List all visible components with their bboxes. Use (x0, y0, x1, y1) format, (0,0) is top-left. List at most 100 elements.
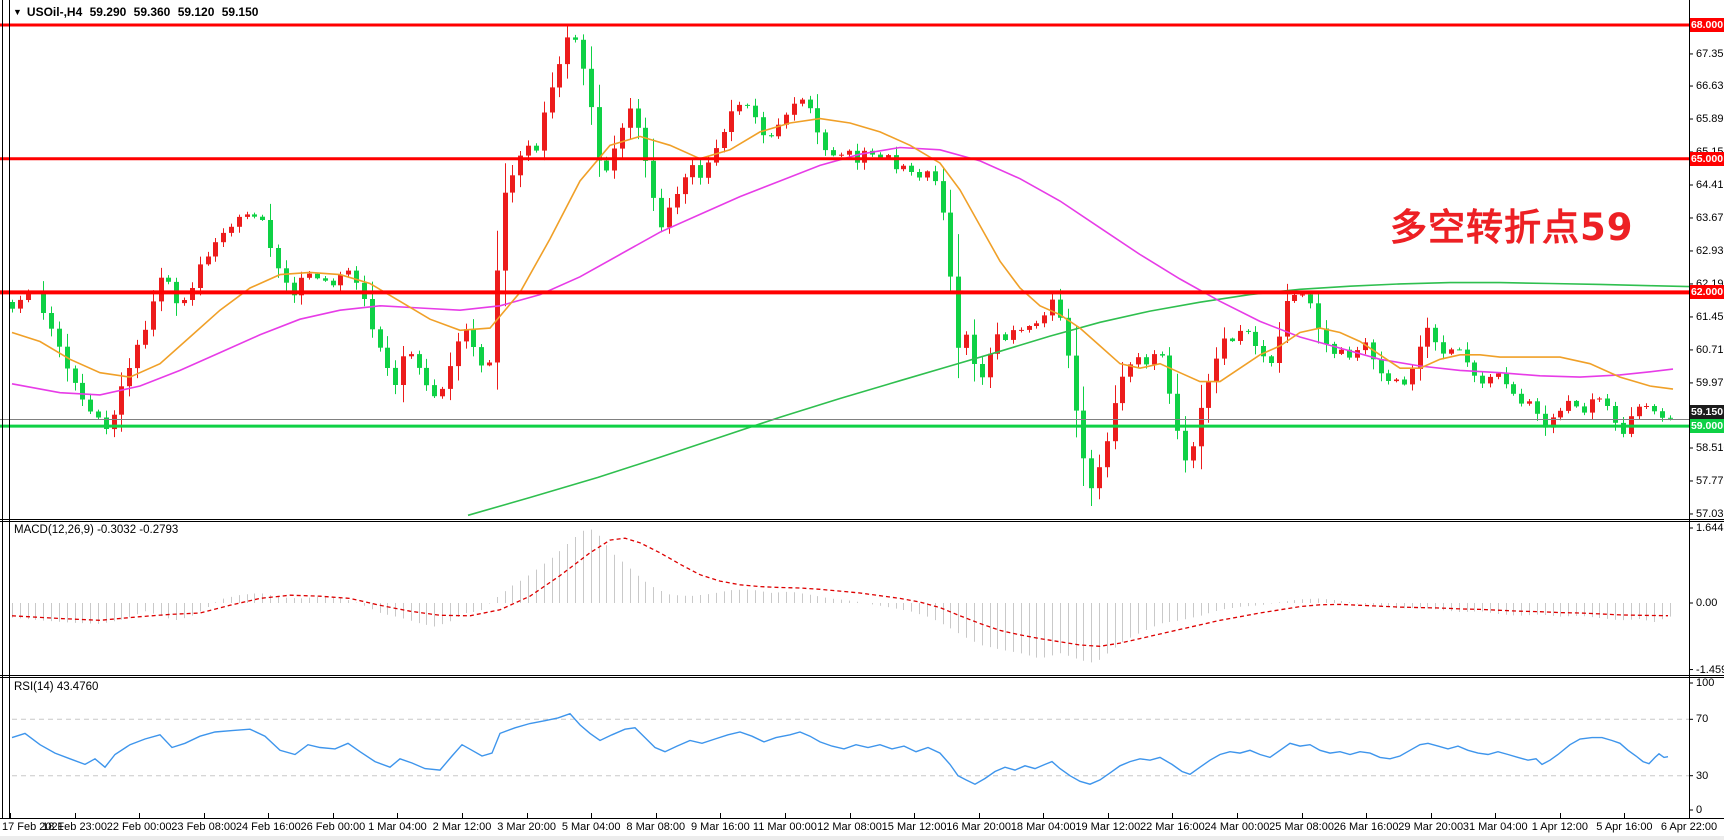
candle-body (1433, 327, 1438, 343)
candle-body (354, 270, 359, 283)
candle-body (620, 127, 625, 149)
candle-body (1292, 295, 1297, 301)
candle-body (1668, 417, 1673, 419)
chart-right-border (1689, 0, 1690, 818)
candle-body (73, 368, 78, 383)
symbol-period-label: USOil-,H4 (26, 5, 83, 19)
candle-body (1261, 346, 1266, 357)
candle-body (10, 302, 15, 309)
candle-body (1363, 342, 1368, 351)
candle-body (714, 148, 719, 163)
price-tick-label: 65.890 (1696, 113, 1724, 126)
candle-body (1637, 406, 1642, 417)
candle-body (1269, 356, 1274, 363)
panel-separator-macd-rsi[interactable] (0, 675, 1724, 678)
candle-body (104, 417, 109, 429)
date-tick-label: 12 Mar 08:00 (817, 821, 882, 833)
axis-baseline (0, 818, 1724, 819)
candle-body (573, 37, 578, 40)
candle-body (299, 277, 304, 296)
candle-body (518, 155, 523, 176)
candle-body (1472, 362, 1477, 376)
candle-body (745, 104, 750, 106)
candle-body (221, 232, 226, 243)
candle-body (886, 155, 891, 159)
candle-body (761, 117, 766, 136)
candle-body (378, 329, 383, 348)
candle-body (1136, 357, 1141, 365)
date-tick-label: 26 Feb 00:00 (300, 821, 366, 833)
candle-body (401, 356, 406, 385)
candle-body (1527, 401, 1532, 404)
candle-body (307, 273, 312, 278)
rsi-tick-label: 100 (1696, 677, 1715, 689)
candle-body (338, 274, 343, 286)
candle-body (88, 399, 93, 412)
candle-body (1558, 410, 1563, 418)
date-tick-label: 15 Mar 12:00 (881, 821, 947, 833)
candle-body (1355, 350, 1360, 358)
candle-body (581, 39, 586, 69)
rsi-tick-label: 30 (1696, 769, 1709, 782)
candle-body (1011, 330, 1016, 340)
candle-body (315, 273, 320, 279)
candle-body (479, 347, 484, 366)
candle-body (847, 150, 852, 155)
candle-body (823, 132, 828, 151)
candle-body (1535, 401, 1540, 414)
candle-body (440, 388, 445, 397)
candle-body (941, 181, 946, 213)
candle-body (839, 154, 844, 156)
candle-body (1339, 349, 1344, 354)
candle-body (1465, 349, 1470, 363)
panel-separator-main-macd[interactable] (0, 519, 1724, 522)
candle-body (1144, 357, 1149, 365)
high-value: 59.360 (133, 5, 171, 19)
macd-tick-label: -1.4594 (1696, 663, 1724, 676)
date-tick-label: 24 Feb 16:00 (235, 821, 301, 833)
candle-body (1277, 336, 1282, 363)
candle-body (432, 385, 437, 397)
candle-body (1089, 458, 1094, 489)
candle-body (557, 64, 562, 88)
candle-body (1425, 327, 1430, 347)
candle-body (1574, 400, 1579, 407)
candle-body (988, 353, 993, 378)
candle-body (964, 334, 969, 348)
price-level-badge: 59.000 (1690, 419, 1724, 434)
candle-body (143, 329, 148, 345)
price-tick-label: 67.350 (1696, 47, 1724, 60)
candle-body (1183, 430, 1188, 461)
candle-body (550, 87, 555, 113)
candle-body (855, 150, 860, 163)
ma-slow-line (467, 281, 1690, 517)
price-level-badge: 65.000 (1690, 151, 1724, 166)
candle-body (597, 107, 602, 161)
date-tick-label: 16 Mar 20:00 (946, 821, 1012, 833)
candle-body (448, 366, 453, 389)
candle-body (1613, 406, 1618, 423)
candle-body (18, 299, 23, 309)
date-tick-label: 22 Mar 16:00 (1139, 821, 1205, 833)
candle-body (753, 105, 758, 118)
candle-body (1167, 355, 1172, 394)
price-tick-label: 58.510 (1696, 441, 1724, 454)
candle-body (1128, 364, 1133, 377)
candle-body (1175, 393, 1180, 431)
candle-body (729, 111, 734, 132)
chart-left-border (9, 0, 10, 818)
date-tick-label: 8 Mar 08:00 (626, 821, 686, 833)
candle-body (675, 194, 680, 208)
candle-body (1566, 400, 1571, 411)
candle-body (784, 114, 789, 125)
chevron-down-icon[interactable]: ▼ (13, 7, 22, 17)
candle-body (417, 354, 422, 368)
candle-body (112, 414, 117, 430)
candle-body (643, 127, 648, 161)
candle-body (284, 268, 289, 283)
candle-body (737, 104, 742, 112)
candle-body (503, 192, 508, 271)
candle-body (909, 165, 914, 172)
date-tick-label: 2 Mar 12:00 (432, 821, 492, 833)
